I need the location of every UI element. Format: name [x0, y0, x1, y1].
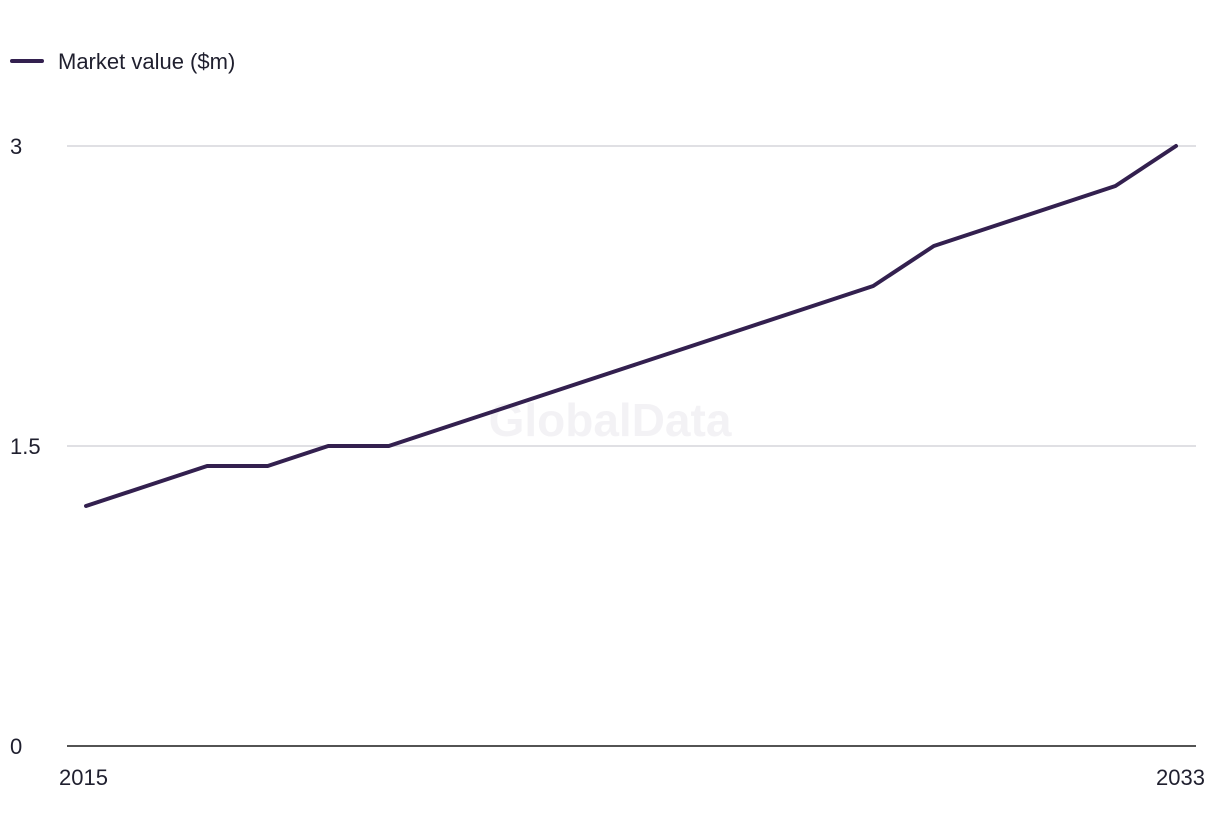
y-tick-label-0: 0	[10, 734, 22, 759]
watermark: GlobalData	[489, 394, 732, 446]
y-tick-label-1: 1.5	[10, 434, 41, 459]
series-group	[84, 144, 1178, 508]
series-line-0	[84, 144, 1178, 508]
x-axis-ticks: 2015 2033	[59, 765, 1205, 790]
legend: Market value ($m)	[10, 49, 235, 74]
y-axis-ticks: 01.53	[10, 134, 41, 759]
legend-label-market-value: Market value ($m)	[58, 49, 235, 74]
gridlines	[67, 145, 1196, 447]
x-tick-label-0: 2015	[59, 765, 108, 790]
x-tick-label-1: 2033	[1156, 765, 1205, 790]
y-tick-label-2: 3	[10, 134, 22, 159]
